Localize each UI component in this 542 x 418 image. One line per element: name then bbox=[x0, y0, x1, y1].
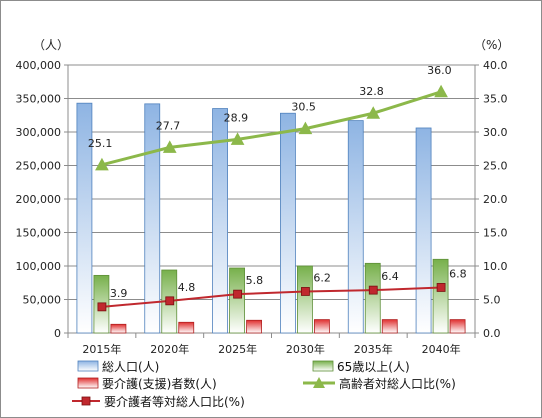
marker-triangle bbox=[95, 157, 109, 171]
legend: 総人口(人) 65歳以上(人) 要介護(支援)者数(人) 高齢者対総人口比(%) 要介護… bbox=[72, 360, 456, 409]
bar-total-population bbox=[144, 103, 161, 334]
bar-series-group bbox=[76, 102, 466, 334]
data-label-care-ratio: 6.4 bbox=[381, 270, 399, 283]
bar-care-recipients bbox=[178, 321, 195, 334]
marker-square bbox=[436, 283, 446, 292]
data-label-elderly-ratio: 32.8 bbox=[359, 85, 384, 98]
bar-total-population bbox=[212, 108, 228, 334]
marker-square bbox=[368, 285, 378, 295]
right-tick-label: 10.0 bbox=[483, 260, 508, 273]
data-label-care-ratio: 6.8 bbox=[449, 267, 467, 280]
marker-triangle bbox=[230, 132, 245, 145]
legend-label: 要介護(支援)者数(人) bbox=[102, 376, 217, 391]
bar-age65-plus bbox=[364, 262, 381, 334]
right-tick-label: 35.0 bbox=[483, 93, 508, 106]
marker-triangle bbox=[162, 140, 177, 153]
marker-triangle bbox=[434, 84, 448, 98]
bar-total-population bbox=[76, 102, 93, 334]
marker-square bbox=[165, 296, 175, 306]
left-tick-label: 350,000 bbox=[16, 93, 62, 106]
legend-label: 要介護者等対総人口比(%) bbox=[104, 394, 245, 409]
category-label: 2035年 bbox=[354, 342, 393, 356]
category-label: 2040年 bbox=[422, 342, 461, 356]
data-label-elderly-ratio: 28.9 bbox=[224, 111, 249, 124]
right-tick-label: 30.0 bbox=[483, 126, 508, 139]
right-tick-label: 20.0 bbox=[483, 193, 508, 206]
line-elderly-ratio bbox=[101, 90, 442, 167]
data-label-elderly-ratio: 25.1 bbox=[88, 137, 113, 150]
legend-swatch bbox=[312, 360, 334, 372]
right-tick-label: 5.0 bbox=[483, 294, 501, 307]
data-label-care-ratio: 3.9 bbox=[110, 287, 128, 300]
bar-age65-plus bbox=[229, 267, 245, 334]
marker-square bbox=[97, 302, 107, 312]
left-tick-label: 300,000 bbox=[16, 126, 62, 139]
bar-care-recipients bbox=[381, 319, 398, 334]
data-label-care-ratio: 6.2 bbox=[313, 271, 331, 284]
category-label: 2030年 bbox=[286, 342, 325, 356]
data-label-care-ratio: 5.8 bbox=[246, 274, 263, 287]
legend-total-population: 総人口(人) bbox=[77, 360, 159, 374]
left-tick-label: 0 bbox=[54, 327, 61, 340]
legend-age65-plus: 65歳以上(人) bbox=[312, 360, 410, 374]
marker-triangle bbox=[298, 121, 313, 135]
left-tick-label: 100,000 bbox=[16, 260, 62, 273]
left-tick-label: 250,000 bbox=[16, 160, 62, 173]
marker-square bbox=[301, 287, 310, 296]
left-tick-label: 200,000 bbox=[16, 193, 62, 206]
right-tick-label: 15.0 bbox=[483, 227, 508, 240]
data-label-elderly-ratio: 36.0 bbox=[427, 64, 452, 77]
legend-marker-triangle bbox=[313, 377, 325, 388]
bar-age65-plus bbox=[297, 265, 313, 334]
bar-care-recipients bbox=[314, 319, 330, 334]
category-label: 2015年 bbox=[82, 342, 121, 356]
bar-care-recipients bbox=[449, 319, 466, 334]
bar-total-population bbox=[347, 120, 364, 334]
legend-swatch bbox=[77, 360, 99, 372]
marker-square bbox=[233, 289, 242, 299]
right-tick-label: 40.0 bbox=[483, 59, 508, 72]
axes: 0 50,000 100,000 150,000 200,000 250,000 300,0… bbox=[16, 38, 510, 356]
data-labels: 25.1 27.7 28.9 30.5 32.8 36.0 3.9 4.8 5.8 6.2 6.4 6… bbox=[88, 64, 467, 300]
data-label-elderly-ratio: 30.5 bbox=[291, 101, 316, 114]
data-label-care-ratio: 4.8 bbox=[178, 281, 196, 294]
right-axis-unit: （%） bbox=[474, 38, 509, 52]
bar-care-recipients bbox=[246, 319, 262, 334]
data-label-elderly-ratio: 27.7 bbox=[156, 119, 181, 132]
left-tick-label: 150,000 bbox=[16, 227, 62, 240]
legend-label: 65歳以上(人) bbox=[337, 360, 410, 374]
legend-marker-square bbox=[81, 396, 91, 406]
left-tick-label: 400,000 bbox=[16, 59, 62, 72]
line-series-group bbox=[95, 84, 448, 312]
bar-age65-plus bbox=[432, 258, 449, 334]
line-care-ratio bbox=[101, 286, 442, 308]
bar-care-recipients bbox=[110, 323, 127, 334]
legend-elderly-ratio: 高齢者対総人口比(%) bbox=[303, 376, 456, 391]
legend-care-ratio: 要介護者等対総人口比(%) bbox=[72, 394, 245, 409]
left-axis-unit: （人） bbox=[33, 38, 69, 52]
legend-swatch bbox=[77, 377, 99, 389]
legend-care-recipients: 要介護(支援)者数(人) bbox=[77, 376, 217, 391]
right-tick-label: 0.0 bbox=[483, 327, 501, 340]
left-tick-label: 50,000 bbox=[23, 294, 62, 307]
category-label: 2020年 bbox=[150, 342, 189, 356]
bar-total-population bbox=[415, 127, 432, 334]
right-tick-label: 25.0 bbox=[483, 160, 508, 173]
marker-triangle bbox=[366, 106, 381, 119]
legend-label: 高齢者対総人口比(%) bbox=[339, 376, 456, 391]
bar-total-population bbox=[280, 112, 296, 334]
legend-label: 総人口(人) bbox=[102, 360, 159, 374]
category-label: 2025年 bbox=[218, 342, 257, 356]
